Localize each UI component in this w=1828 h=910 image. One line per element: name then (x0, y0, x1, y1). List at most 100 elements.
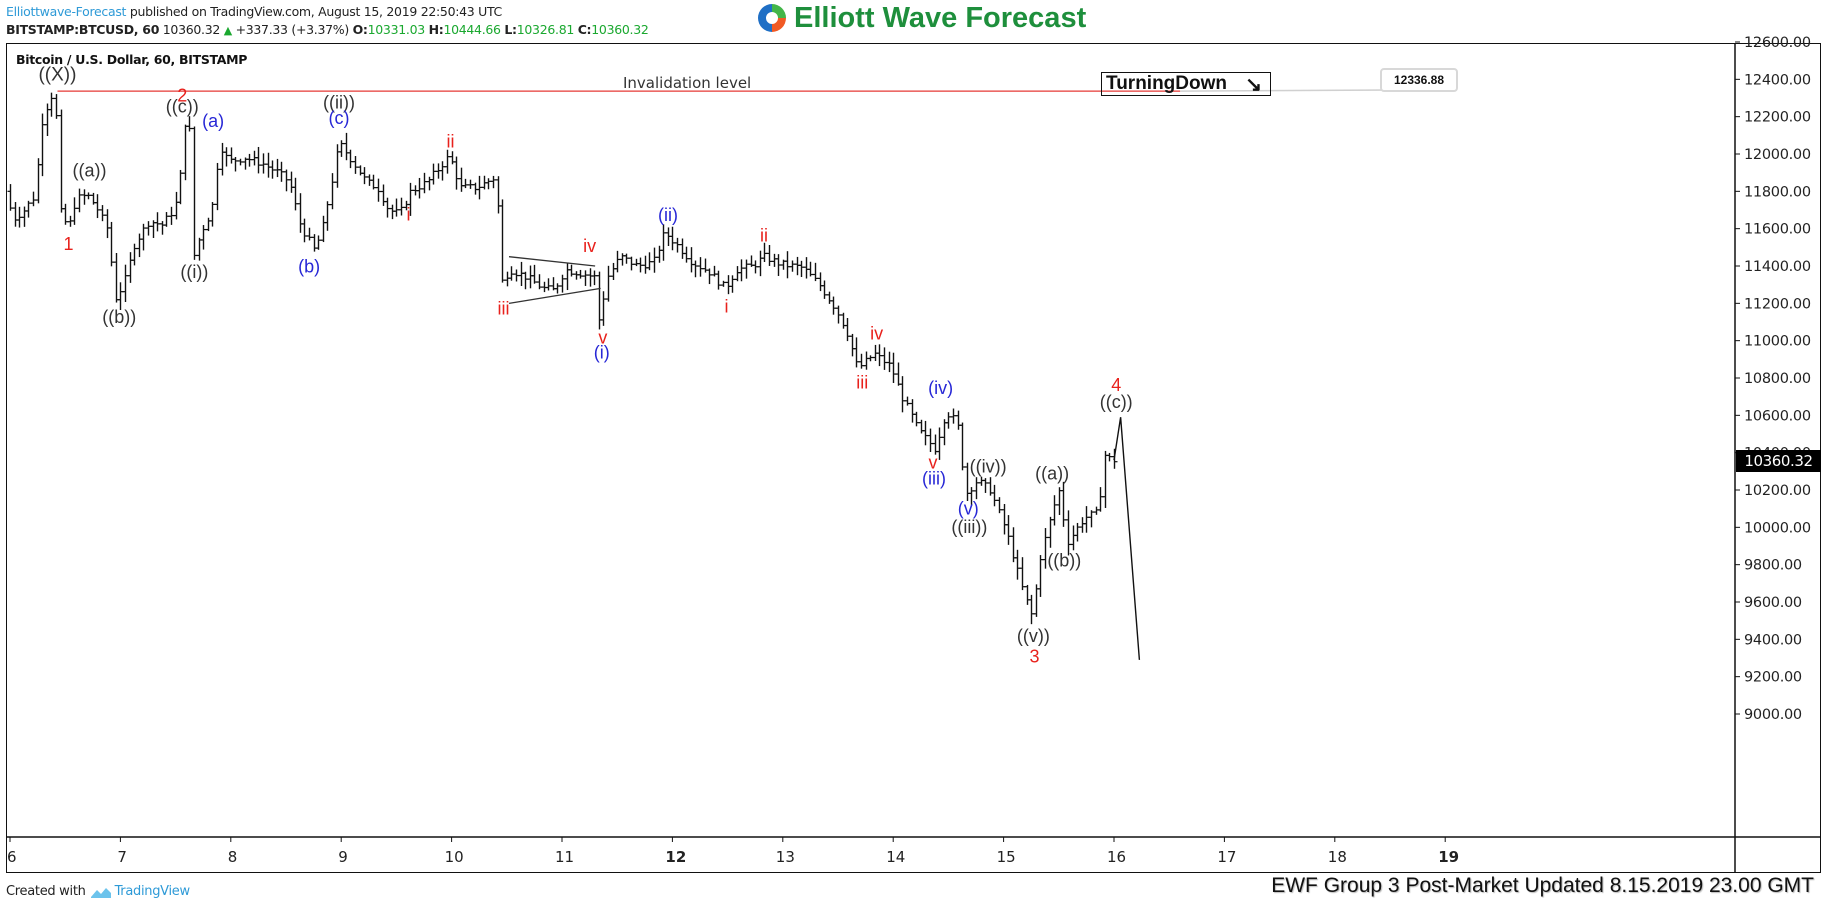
tradingview-link[interactable]: TradingView (114, 884, 191, 899)
price-tick-label: 10600.00 (1744, 408, 1811, 424)
price-tick-label: 12600.00 (1744, 35, 1811, 51)
created-with-label: Created with (6, 884, 86, 899)
price-tick-label: 11400.00 (1744, 259, 1811, 275)
time-tick-label: 15 (997, 848, 1016, 866)
tradingview-cloud-icon (90, 887, 111, 898)
wave-label: (b) (298, 257, 320, 277)
price-tick-label: 9000.00 (1744, 707, 1802, 723)
price-tick-label: 10800.00 (1744, 371, 1811, 387)
high-label: H: (428, 22, 444, 37)
arrow-down-right-icon: ↘ (1245, 74, 1262, 96)
time-tick-label: 11 (555, 848, 574, 866)
open-value: 10331.03 (367, 22, 426, 37)
wave-label: iv (870, 324, 883, 344)
publish-info: Elliottwave-Forecast published on Tradin… (6, 4, 502, 19)
price-tick-label: 11200.00 (1744, 296, 1811, 312)
invalidation-price-callout: 12336.88 (1380, 68, 1458, 92)
ewf-logo: Elliott Wave Forecast (756, 0, 1086, 36)
wave-label: iii (497, 299, 509, 319)
wave-label: ((v)) (1017, 626, 1050, 646)
publisher-link[interactable]: Elliottwave-Forecast (6, 4, 127, 19)
wave-label: ii (760, 226, 768, 246)
symbol-label: BITSTAMP:BTCUSD, 60 (6, 22, 160, 37)
wave-label: v (598, 327, 607, 347)
turning-down-label: TurningDown (1106, 73, 1228, 94)
ewf-logo-icon (758, 4, 786, 32)
wave-label: (i) (594, 342, 610, 362)
wave-label: (a) (202, 111, 224, 131)
wave-labels: ((X))1((a))((b))2((c))((i))(a)(b)((ii))(… (38, 64, 1132, 666)
wave-label: (c) (328, 108, 349, 128)
time-tick-label: 10 (445, 848, 464, 866)
ohlc-header: BITSTAMP:BTCUSD, 60 10360.32 ▲ +337.33 (… (6, 22, 649, 37)
wave-label: (ii) (658, 205, 678, 225)
high-value: 10444.66 (443, 22, 501, 37)
up-triangle-icon: ▲ (223, 24, 232, 37)
price-tick-label: 11000.00 (1744, 334, 1811, 350)
price-tick-label: 11600.00 (1744, 222, 1811, 238)
time-tick-label: 13 (776, 848, 795, 866)
price-tick-label: 12400.00 (1744, 72, 1811, 88)
price-tick-label: 12200.00 (1744, 110, 1811, 126)
wave-label: 2 (177, 85, 187, 105)
wave-label: 4 (1111, 375, 1121, 395)
time-tick-label: 19 (1438, 848, 1459, 866)
triangle-lower-line[interactable] (508, 287, 601, 304)
wave-label: ((i)) (180, 262, 208, 282)
close-value: 10360.32 (591, 22, 649, 37)
time-tick-label: 12 (665, 848, 686, 866)
wave-label: 3 (1030, 647, 1040, 667)
wave-label: i (724, 297, 728, 317)
turning-down-badge: TurningDown ↘ (1101, 72, 1271, 96)
time-tick-label: 6 (7, 848, 17, 866)
wave-label: ((b)) (1047, 551, 1081, 571)
wave-label: v (928, 453, 937, 473)
price-tick-label: 9800.00 (1744, 558, 1802, 574)
wave-label: ((c)) (1100, 392, 1133, 412)
price-tick-label: 9400.00 (1744, 632, 1802, 648)
wave-label: (iii) (922, 468, 946, 488)
price-tick-label: 10000.00 (1744, 520, 1811, 536)
last-price: 10360.32 (162, 22, 221, 37)
chart-title: Bitcoin / U.S. Dollar, 60, BITSTAMP (16, 52, 248, 67)
wave-label: ((a)) (1035, 464, 1069, 484)
wave-label: (v) (958, 498, 979, 518)
low-label: L: (504, 22, 517, 37)
invalidation-label: Invalidation level (623, 74, 751, 92)
price-tick-label: 11800.00 (1744, 184, 1811, 200)
last-price-marker: 10360.32 (1736, 450, 1821, 472)
published-text: published on TradingView.com, August 15,… (126, 4, 502, 19)
wave-label: ((X)) (38, 64, 76, 85)
time-tick-label: 7 (117, 848, 127, 866)
time-tick-label: 9 (338, 848, 348, 866)
time-tick-label: 8 (228, 848, 238, 866)
close-label: C: (577, 22, 592, 37)
wave-label: i (407, 204, 411, 224)
time-axis[interactable]: 6 7 8 9 10 11 12 13 14 15 16 17 18 19 (7, 837, 1459, 866)
price-tick-label: 12000.00 (1744, 147, 1811, 163)
wave-label: ((b)) (102, 307, 136, 327)
price-axis[interactable]: 12600.00 12400.00 12200.00 12000.00 11800.00… (1735, 35, 1811, 723)
wave-label: (iv) (928, 378, 953, 398)
wave-label: 1 (64, 234, 74, 254)
time-tick-label: 18 (1328, 848, 1347, 866)
wave-label: ((c)) (166, 97, 199, 117)
wave-label: ((a)) (72, 160, 106, 180)
low-value: 10326.81 (516, 22, 575, 37)
time-tick-label: 16 (1107, 848, 1126, 866)
wave-label: ((iii)) (951, 517, 987, 537)
open-label: O: (352, 22, 368, 37)
projection-path[interactable] (1113, 417, 1141, 660)
time-tick-label: 14 (886, 848, 905, 866)
price-tick-label: 9200.00 (1744, 670, 1802, 686)
price-tick-label: 9600.00 (1744, 595, 1802, 611)
created-with-tradingview[interactable]: Created with TradingView (6, 884, 190, 899)
time-tick-label: 17 (1217, 848, 1236, 866)
triangle-upper-line[interactable] (508, 256, 596, 267)
price-tick-label: 10200.00 (1744, 483, 1811, 499)
ohlc-bars (7, 92, 1118, 625)
wave-label: ii (446, 131, 454, 151)
wave-label: iii (856, 372, 868, 392)
wave-label: iv (583, 236, 596, 256)
